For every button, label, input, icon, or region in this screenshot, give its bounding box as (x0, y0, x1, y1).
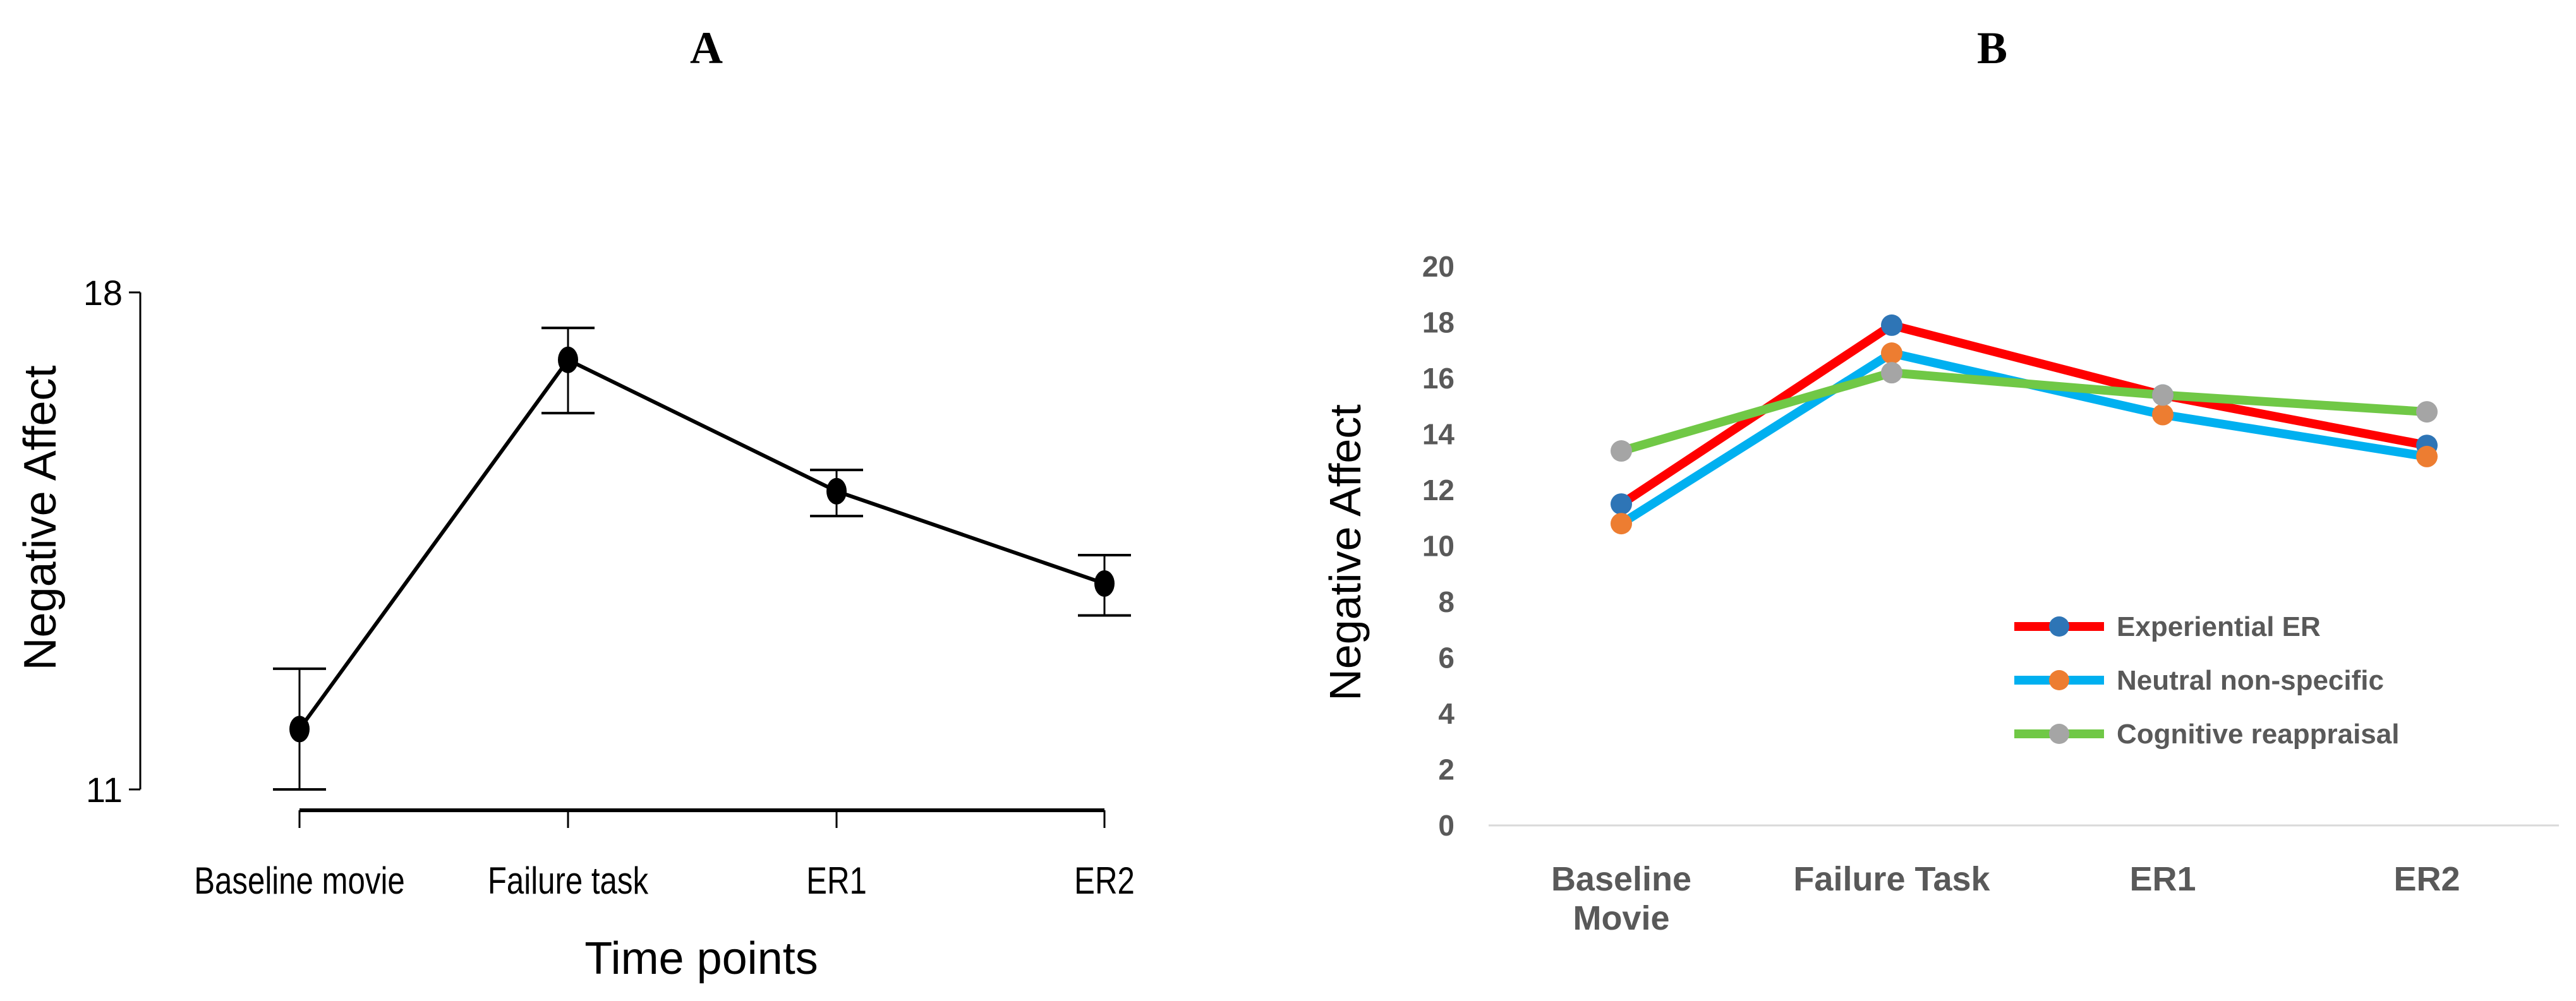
panel-a-y-tick-label: 18 (83, 273, 123, 313)
panel-b-y-tick-label: 16 (1422, 362, 1454, 395)
panel-b-data-point (2152, 384, 2174, 406)
panel-b-x-tick-label: ER1 (2129, 860, 2196, 898)
panel-a-y-tick-label: 11 (86, 770, 123, 810)
panel-b-y-tick-label: 6 (1438, 642, 1454, 674)
panel-b-legend-label: Cognitive reappraisal (2117, 719, 2399, 750)
panel-a-x-tick-label: Baseline movie (194, 859, 405, 902)
panel-b-legend-marker (2049, 616, 2069, 637)
panel-b-data-point (1611, 440, 1632, 462)
panel-b-y-tick-label: 20 (1422, 250, 1454, 283)
chart-panel-a: A Negative Affect Time points 11 18 Baseli… (15, 23, 1135, 984)
panel-b-y-tick-label: 2 (1438, 753, 1454, 786)
panel-b-series-line (1620, 368, 2428, 455)
panel-a-label: A (690, 23, 723, 73)
panel-b-y-tick-label: 4 (1438, 697, 1454, 730)
panel-b-data-point (2416, 401, 2438, 423)
panel-a-y-axis-title: Negative Affect (15, 366, 66, 671)
panel-a-series-line (298, 357, 1105, 731)
panel-b-y-tick-label: 18 (1422, 306, 1454, 339)
panel-b-y-axis-title: Negative Affect (1321, 404, 1370, 701)
panel-a-data-point (826, 477, 847, 505)
panel-a-marks: 11 18 Baseline movie Failure task ER1 ER2 (83, 273, 1135, 902)
panel-b-x-tick-label: Movie (1573, 899, 1669, 937)
panel-b-data-point (1881, 362, 1902, 384)
panel-b-x-tick-label: Baseline (1551, 860, 1691, 898)
chart-panel-b: B Negative Affect 0 2 4 6 8 10 12 14 16 18 20 Basel… (1321, 23, 2559, 937)
panel-b-data-point (2416, 445, 2438, 467)
panel-b-series-line (1619, 349, 2428, 528)
panel-b-data-point (1611, 513, 1632, 535)
panel-b-data-point (1881, 314, 1902, 336)
panel-b-data-point (2152, 404, 2174, 426)
panel-a-data-point (558, 346, 578, 373)
panel-b-x-tick-label: ER2 (2393, 860, 2460, 898)
panel-b-legend-marker (2049, 724, 2069, 744)
panel-b-legend-label: Experiential ER (2117, 611, 2321, 642)
panel-b-y-tick-label: 14 (1422, 418, 1455, 451)
panel-a-data-point (289, 716, 310, 743)
panel-b-y-tick-label: 8 (1438, 585, 1454, 618)
panel-a-x-tick-label: ER1 (806, 859, 867, 902)
panel-a-x-tick-label: ER2 (1074, 859, 1135, 902)
panel-a-x-axis-title: Time points (584, 933, 818, 984)
panel-b-x-tick-label: Failure Task (1793, 860, 1990, 898)
panel-b-y-tick-label: 0 (1438, 809, 1454, 842)
panel-b-legend-label: Neutral non-specific (2117, 665, 2384, 696)
panel-b-data-point (1611, 493, 1632, 515)
panel-b-legend: Experiential ER Neutral non-specific Cogni… (2014, 611, 2399, 750)
panel-a-x-tick-label: Failure task (488, 859, 649, 902)
panel-b-label: B (1977, 23, 2007, 73)
panel-b-y-tick-label: 10 (1422, 530, 1454, 563)
panel-b-y-tick-label: 12 (1422, 474, 1454, 506)
panel-b-legend-marker (2049, 670, 2069, 690)
panel-b-data-point (1881, 342, 1902, 364)
panel-a-data-point (1094, 570, 1115, 597)
